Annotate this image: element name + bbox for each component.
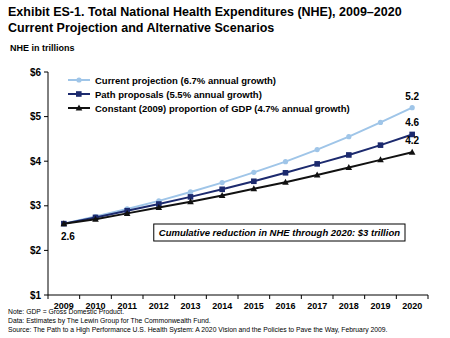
note: Source: The Path to a High Performance U… — [8, 326, 388, 334]
value-label: 5.2 — [405, 91, 419, 102]
x-tick — [238, 295, 239, 299]
series-line — [64, 134, 412, 223]
marker — [92, 216, 99, 222]
legend-marker — [76, 77, 81, 82]
x-tick-label: 2019 — [370, 301, 390, 311]
y-tick-label: $5 — [30, 111, 42, 122]
series-line — [64, 108, 412, 224]
marker — [188, 189, 193, 194]
subtitle: Current Projection and Alternative Scena… — [8, 21, 274, 35]
x-tick — [174, 295, 175, 299]
x-tick — [143, 295, 144, 299]
marker — [315, 147, 320, 152]
marker — [220, 180, 225, 185]
value-label: 4.2 — [405, 135, 419, 146]
x-tick-label: 2016 — [275, 301, 295, 311]
legend-marker — [76, 105, 83, 111]
y-tick — [44, 161, 48, 162]
y-tick — [44, 116, 48, 117]
marker — [251, 170, 256, 175]
x-tick-label: 2014 — [212, 301, 232, 311]
marker — [251, 178, 257, 184]
x-tick — [428, 295, 429, 299]
y-tick — [44, 72, 48, 73]
value-label: 2.6 — [61, 231, 75, 242]
x-tick-label: 2012 — [149, 301, 169, 311]
marker — [219, 186, 225, 192]
y-tick — [44, 205, 48, 206]
annotation-box — [154, 224, 405, 241]
marker — [378, 120, 383, 125]
plot-area — [61, 105, 416, 226]
legend-label: Constant (2009) proportion of GDP (4.7% … — [95, 103, 350, 114]
chart: Exhibit ES-1. Total National Health Expe… — [0, 0, 450, 338]
y-tick-label: $6 — [30, 67, 42, 78]
legend-label: Path proposals (5.5% annual growth) — [95, 89, 262, 100]
x-tick-label: 2017 — [307, 301, 327, 311]
x-tick — [301, 295, 302, 299]
marker — [283, 170, 289, 176]
x-tick — [79, 295, 80, 299]
series-line — [64, 152, 412, 223]
marker — [410, 105, 415, 110]
y-tick-label: $1 — [30, 290, 42, 301]
x-tick — [396, 295, 397, 299]
marker — [314, 161, 320, 167]
y-label: NHE in trillions — [10, 43, 75, 53]
y-axis — [48, 72, 49, 295]
x-tick — [364, 295, 365, 299]
x-tick — [206, 295, 207, 299]
x-tick-label: 2020 — [402, 301, 422, 311]
marker — [346, 152, 352, 158]
legend-label: Current projection (6.7% annual growth) — [95, 75, 276, 86]
marker — [409, 149, 416, 155]
value-label: 4.6 — [405, 117, 419, 128]
legend-marker — [76, 91, 82, 97]
y-tick — [44, 250, 48, 251]
title: Exhibit ES-1. Total National Health Expe… — [8, 5, 402, 19]
marker — [61, 221, 66, 226]
y-tick — [44, 295, 48, 296]
y-tick-label: $3 — [30, 200, 42, 211]
x-tick — [111, 295, 112, 299]
note: Data: Estimates by The Lewin Group for T… — [8, 317, 211, 325]
marker — [282, 179, 289, 185]
y-tick-label: $4 — [30, 156, 42, 167]
marker — [219, 192, 226, 198]
note: Note: GDP = Gross Domestic Product. — [8, 308, 124, 315]
marker — [346, 134, 351, 139]
marker — [61, 220, 68, 226]
x-tick-label: 2013 — [180, 301, 200, 311]
marker — [283, 159, 288, 164]
y-tick-label: $2 — [30, 245, 42, 256]
x-tick — [333, 295, 334, 299]
marker — [377, 156, 384, 162]
annotation: Cumulative reduction in NHE through 2020… — [159, 227, 400, 238]
marker — [124, 210, 131, 216]
marker — [378, 142, 384, 148]
x-tick — [269, 295, 270, 299]
marker — [156, 204, 163, 210]
x-tick — [48, 295, 49, 299]
marker — [187, 198, 194, 204]
marker — [314, 172, 321, 178]
marker — [251, 185, 258, 191]
x-tick-label: 2018 — [339, 301, 359, 311]
marker — [346, 164, 353, 170]
x-tick-label: 2015 — [244, 301, 264, 311]
annotation-group: Cumulative reduction in NHE through 2020… — [154, 224, 405, 241]
